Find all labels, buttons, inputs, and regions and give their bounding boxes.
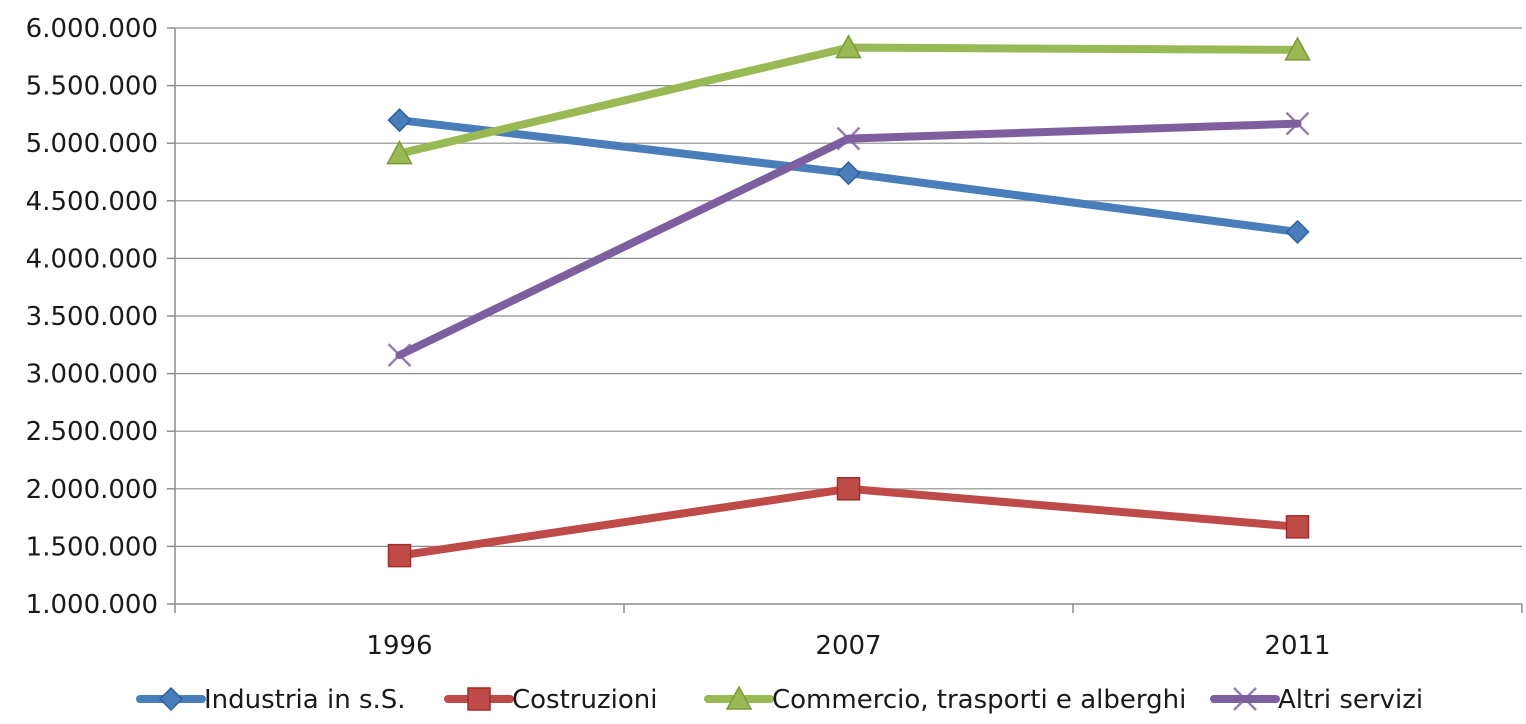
- data-point: [387, 343, 412, 368]
- series-x: [387, 111, 1310, 368]
- x-marker-stroke: [387, 343, 412, 368]
- data-point: [387, 543, 412, 568]
- legend-label: Costruzioni: [512, 685, 657, 715]
- data-point: [1285, 515, 1310, 539]
- legend-label: Industria in s.S.: [204, 685, 406, 715]
- x-axis-tick-labels: 1996 2007 2011: [366, 631, 1330, 661]
- legend-marker: [725, 685, 753, 710]
- x-marker-stroke: [1285, 111, 1310, 136]
- axes: [167, 27, 1523, 613]
- y-tick-label: 4.000.000: [26, 244, 158, 274]
- data-point: [1284, 36, 1311, 61]
- legend: Industria in s.S. Costruzioni Commercio, t…: [136, 685, 1423, 715]
- series-square: [387, 477, 1310, 568]
- legend-marker: [467, 687, 491, 711]
- y-tick-label: 3.500.000: [26, 302, 158, 332]
- x-tick-label: 1996: [366, 631, 432, 661]
- legend-marker: [1233, 687, 1257, 711]
- data-point: [836, 161, 861, 186]
- y-tick-label: 6.000.000: [26, 14, 158, 44]
- x-marker-stroke: [1233, 687, 1257, 711]
- x-marker-stroke: [836, 126, 861, 151]
- data-point: [1285, 111, 1310, 136]
- series-diamond: [387, 108, 1310, 244]
- y-tick-label: 1.000.000: [26, 590, 158, 620]
- legend-item: Altri servizi: [1210, 685, 1423, 715]
- y-tick-label: 3.000.000: [26, 360, 158, 390]
- legend-item: Industria in s.S.: [136, 685, 406, 715]
- data-point: [387, 108, 412, 133]
- y-tick-label: 2.000.000: [26, 475, 158, 505]
- x-tick-label: 2011: [1264, 631, 1330, 661]
- series-triangle: [386, 34, 1311, 165]
- series-line: [395, 119, 1302, 360]
- y-tick-label: 2.500.000: [26, 417, 158, 447]
- data-point: [836, 477, 861, 501]
- legend-item: Commercio, trasporti e alberghi: [704, 685, 1186, 715]
- data-point: [1285, 219, 1310, 244]
- data-point: [386, 140, 413, 165]
- y-tick-label: 5.000.000: [26, 129, 158, 159]
- y-axis-tick-labels: 1.000.000 1.500.000 2.000.000 2.500.000 3.00…: [26, 14, 158, 620]
- data-point: [835, 34, 862, 59]
- y-tick-label: 4.500.000: [26, 187, 158, 217]
- y-tick-label: 5.500.000: [26, 72, 158, 102]
- gridlines: [175, 27, 1522, 548]
- data-point: [836, 126, 861, 151]
- legend-label: Commercio, trasporti e alberghi: [772, 685, 1186, 715]
- series-lines: [386, 34, 1311, 568]
- y-tick-label: 1.500.000: [26, 532, 158, 562]
- legend-label: Altri servizi: [1278, 685, 1423, 715]
- legend-marker: [158, 686, 184, 712]
- x-tick-label: 2007: [815, 631, 881, 661]
- legend-item: Costruzioni: [444, 685, 657, 715]
